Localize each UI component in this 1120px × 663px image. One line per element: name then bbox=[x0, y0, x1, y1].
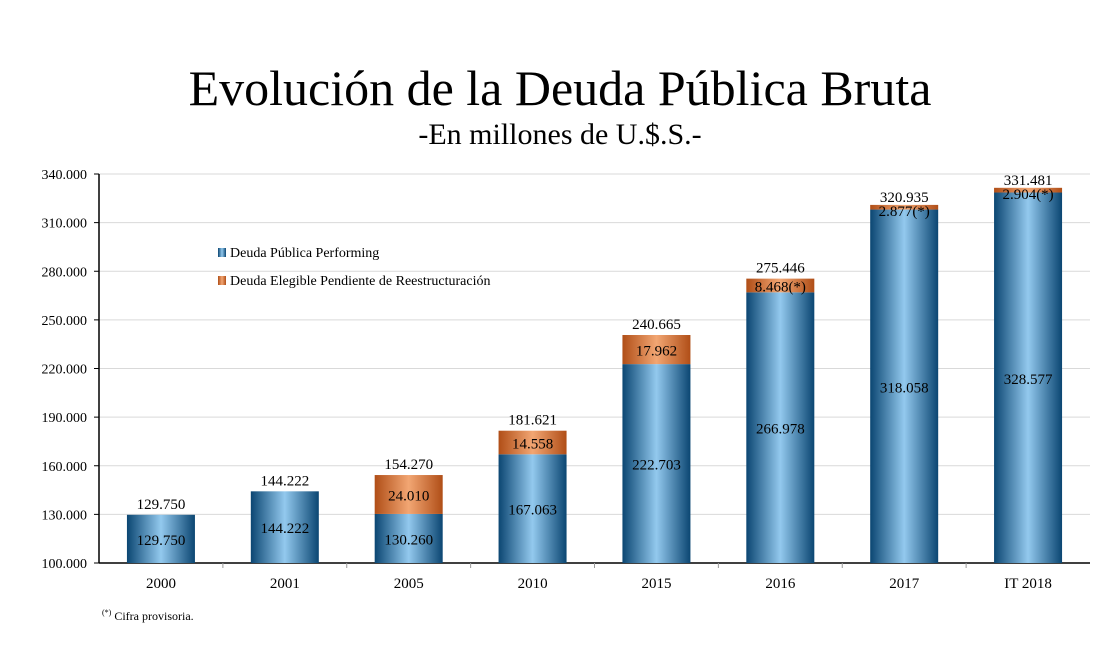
data-label-performing: 222.703 bbox=[632, 458, 681, 474]
y-tick-label: 220.000 bbox=[42, 363, 88, 378]
data-label-total: 181.621 bbox=[508, 413, 557, 429]
data-label-pendiente: 8.468(*) bbox=[755, 279, 806, 295]
bar-pendiente bbox=[622, 335, 691, 365]
legend-label-performing: Deuda Pública Performing bbox=[230, 246, 379, 261]
y-tick-label: 130.000 bbox=[42, 508, 88, 523]
data-label-total: 275.446 bbox=[756, 261, 805, 277]
bar-performing bbox=[498, 454, 567, 563]
y-tick-label: 310.000 bbox=[42, 217, 88, 232]
y-tick-label: 100.000 bbox=[42, 557, 88, 572]
y-tick-label: 280.000 bbox=[42, 265, 88, 280]
bar-performing bbox=[126, 514, 195, 563]
bar-performing bbox=[746, 292, 815, 563]
footnote: (*) Cifra provisoria. bbox=[102, 608, 194, 624]
x-tick-label: 2017 bbox=[889, 576, 920, 592]
y-tick-label: 160.000 bbox=[42, 460, 88, 475]
data-label-total: 129.750 bbox=[137, 497, 186, 513]
data-label-performing: 129.750 bbox=[137, 533, 186, 549]
bar-performing bbox=[250, 491, 319, 563]
data-label-performing: 167.063 bbox=[508, 503, 557, 519]
data-label-total: 154.270 bbox=[384, 457, 433, 473]
legend: Deuda Pública Performing Deuda Elegible … bbox=[218, 246, 490, 289]
bar-pendiente bbox=[374, 475, 443, 514]
legend-swatch-pendiente bbox=[218, 276, 226, 285]
data-label-performing: 130.260 bbox=[384, 532, 433, 548]
bar-performing bbox=[374, 513, 443, 563]
bar-pendiente bbox=[498, 430, 567, 455]
legend-swatch-performing bbox=[218, 248, 226, 257]
x-tick-label: 2016 bbox=[765, 576, 796, 592]
data-label-pendiente: 24.010 bbox=[388, 488, 429, 504]
footnote-mark: (*) bbox=[102, 608, 112, 617]
data-label-pendiente: 2.904(*) bbox=[1002, 187, 1053, 203]
bar-performing bbox=[994, 192, 1063, 564]
data-label-pendiente: 2.877(*) bbox=[879, 204, 930, 220]
chart-title: Evolución de la Deuda Pública Bruta bbox=[188, 60, 932, 116]
bar-performing bbox=[870, 209, 939, 563]
y-tick-label: 340.000 bbox=[42, 168, 88, 183]
x-tick-label: 2000 bbox=[146, 576, 176, 592]
data-label-performing: 144.222 bbox=[260, 521, 309, 537]
data-label-total: 240.665 bbox=[632, 317, 681, 333]
data-label-performing: 318.058 bbox=[880, 380, 929, 396]
data-label-pendiente: 17.962 bbox=[636, 344, 677, 360]
chart-subtitle: -En millones de U.$.S.- bbox=[418, 118, 702, 151]
data-label-total: 320.935 bbox=[880, 190, 929, 206]
bar-performing bbox=[622, 364, 691, 563]
legend-label-pendiente: Deuda Elegible Pendiente de Reestructura… bbox=[230, 274, 490, 289]
data-label-performing: 328.577 bbox=[1004, 372, 1053, 388]
y-tick-label: 250.000 bbox=[42, 314, 88, 329]
bar-pendiente bbox=[994, 187, 1063, 193]
x-tick-label: 2010 bbox=[518, 576, 548, 592]
data-label-performing: 266.978 bbox=[756, 422, 805, 438]
data-label-pendiente: 14.558 bbox=[512, 437, 553, 453]
data-label-total: 144.222 bbox=[260, 473, 309, 489]
footnote-text: Cifra provisoria. bbox=[114, 609, 194, 623]
x-tick-label: 2005 bbox=[394, 576, 424, 592]
x-tick-label: 2001 bbox=[270, 576, 300, 592]
data-label-total: 331.481 bbox=[1004, 173, 1053, 189]
x-tick-label: IT 2018 bbox=[1004, 576, 1052, 592]
y-tick-label: 190.000 bbox=[42, 411, 88, 426]
bar-pendiente bbox=[870, 204, 939, 210]
bar-pendiente bbox=[746, 278, 815, 293]
x-tick-label: 2015 bbox=[641, 576, 671, 592]
